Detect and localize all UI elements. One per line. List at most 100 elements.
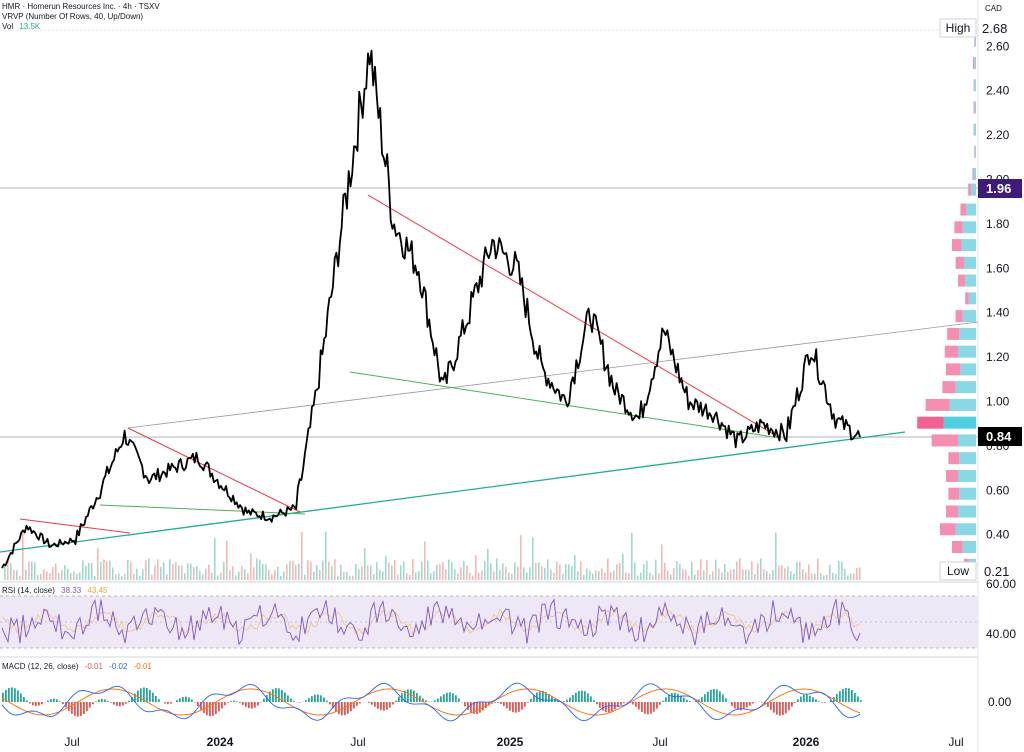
volume-bar bbox=[508, 572, 510, 580]
macd-histogram-bar bbox=[26, 700, 28, 702]
price-line bbox=[1, 49, 861, 569]
vp-up-row bbox=[974, 34, 976, 47]
macd-histogram-bar bbox=[668, 694, 670, 702]
volume-bar bbox=[847, 575, 849, 580]
volume-bar bbox=[673, 568, 675, 580]
macd-value-1: -0.01 bbox=[84, 662, 103, 671]
volume-bar bbox=[535, 563, 537, 580]
volume-bar bbox=[691, 561, 693, 580]
volume-profile bbox=[917, 34, 976, 571]
volume-bar bbox=[283, 571, 285, 580]
vp-up-row bbox=[958, 505, 976, 518]
volume-bar bbox=[13, 569, 15, 580]
volume-bar bbox=[808, 564, 810, 580]
low-label-box bbox=[939, 561, 977, 581]
volume-bar bbox=[559, 564, 561, 580]
low-label: Low bbox=[947, 564, 969, 578]
macd-histogram-bar bbox=[743, 702, 745, 710]
macd-histogram-bar bbox=[245, 702, 247, 707]
macd-value-3: -0.01 bbox=[133, 662, 152, 671]
volume-bar bbox=[433, 571, 435, 580]
macd-histogram-bar bbox=[329, 702, 331, 705]
macd-histogram-bar bbox=[395, 700, 397, 702]
volume-bar bbox=[610, 572, 612, 580]
macd-histogram-bar bbox=[425, 700, 427, 702]
macd-histogram-bar bbox=[566, 699, 568, 702]
volume-bar bbox=[760, 558, 762, 580]
volume-bar bbox=[115, 574, 117, 580]
volume-bar bbox=[430, 573, 432, 580]
volume-bar bbox=[733, 568, 735, 580]
macd-histogram-bar bbox=[308, 698, 310, 702]
macd-histogram-bar bbox=[473, 702, 475, 714]
volume-bar bbox=[304, 574, 306, 580]
macd-histogram-bar bbox=[236, 701, 238, 702]
volume-bar bbox=[181, 565, 183, 580]
volume-bar bbox=[454, 569, 456, 580]
volume-bar bbox=[55, 563, 57, 580]
macd-histogram-bar bbox=[47, 700, 49, 702]
macd-histogram-bar bbox=[419, 695, 421, 702]
macd-histogram-bar bbox=[125, 702, 127, 704]
macd-histogram-bar bbox=[383, 702, 385, 711]
volume-bar bbox=[658, 573, 660, 580]
volume-bar bbox=[634, 562, 636, 580]
vp-up-row bbox=[965, 274, 976, 287]
rsi-value-2: 43.45 bbox=[87, 586, 108, 595]
macd-histogram-bar bbox=[131, 697, 133, 702]
volume-bar bbox=[22, 530, 24, 580]
x-tick-label: Jul bbox=[948, 735, 963, 749]
volume-bar bbox=[142, 569, 144, 580]
macd-histogram-bar bbox=[590, 696, 592, 702]
volume-bar bbox=[664, 562, 666, 580]
volume-bar bbox=[127, 559, 129, 580]
macd-histogram-bar bbox=[689, 701, 691, 702]
macd-histogram-bar bbox=[23, 696, 25, 702]
volume-bar bbox=[82, 560, 84, 580]
macd-histogram-bar bbox=[686, 699, 688, 702]
macd-histogram-bar bbox=[764, 702, 766, 705]
macd-histogram-bar bbox=[275, 688, 277, 702]
volume-bar bbox=[565, 564, 567, 580]
macd-histogram-bar bbox=[158, 699, 160, 702]
macd-histogram-bar bbox=[242, 702, 244, 705]
volume-bar bbox=[286, 564, 288, 580]
volume-bar bbox=[10, 563, 12, 580]
red-trendline-1 bbox=[127, 427, 301, 513]
volume-bar bbox=[196, 565, 198, 580]
macd-histogram-bar bbox=[773, 702, 775, 713]
volume-bar bbox=[817, 558, 819, 580]
volume-bar bbox=[778, 565, 780, 580]
volume-bar bbox=[133, 573, 135, 580]
volume-bar bbox=[244, 569, 246, 580]
volume-bar bbox=[367, 565, 369, 580]
macd-histogram-bar bbox=[290, 698, 292, 702]
volume-bar bbox=[280, 575, 282, 580]
volume-bar bbox=[73, 571, 75, 580]
volume-bar bbox=[169, 559, 171, 580]
macd-histogram-bar bbox=[860, 700, 862, 702]
volume-bar bbox=[643, 564, 645, 580]
vp-up-row bbox=[974, 123, 976, 136]
volume-bar bbox=[190, 563, 192, 580]
vp-down-row bbox=[955, 256, 964, 269]
macd-histogram-bar bbox=[443, 694, 445, 702]
volume-bar bbox=[757, 563, 759, 580]
volume-bar bbox=[721, 572, 723, 580]
volume-bar bbox=[298, 563, 300, 580]
volume-bar bbox=[427, 560, 429, 580]
volume-bar bbox=[640, 572, 642, 580]
volume-bar bbox=[652, 574, 654, 580]
vp-up-row bbox=[962, 221, 976, 234]
volume-bar bbox=[712, 571, 714, 580]
macd-histogram-bar bbox=[422, 698, 424, 702]
macd-histogram-bar bbox=[452, 693, 454, 702]
volume-bar bbox=[325, 531, 327, 580]
volume-bar bbox=[376, 562, 378, 580]
macd-histogram-bar bbox=[314, 694, 316, 702]
volume-bar bbox=[109, 560, 111, 580]
macd-histogram-bar bbox=[539, 690, 541, 702]
volume-bar bbox=[70, 573, 72, 580]
macd-histogram-bar bbox=[761, 702, 763, 703]
macd-histogram-bar bbox=[656, 702, 658, 709]
